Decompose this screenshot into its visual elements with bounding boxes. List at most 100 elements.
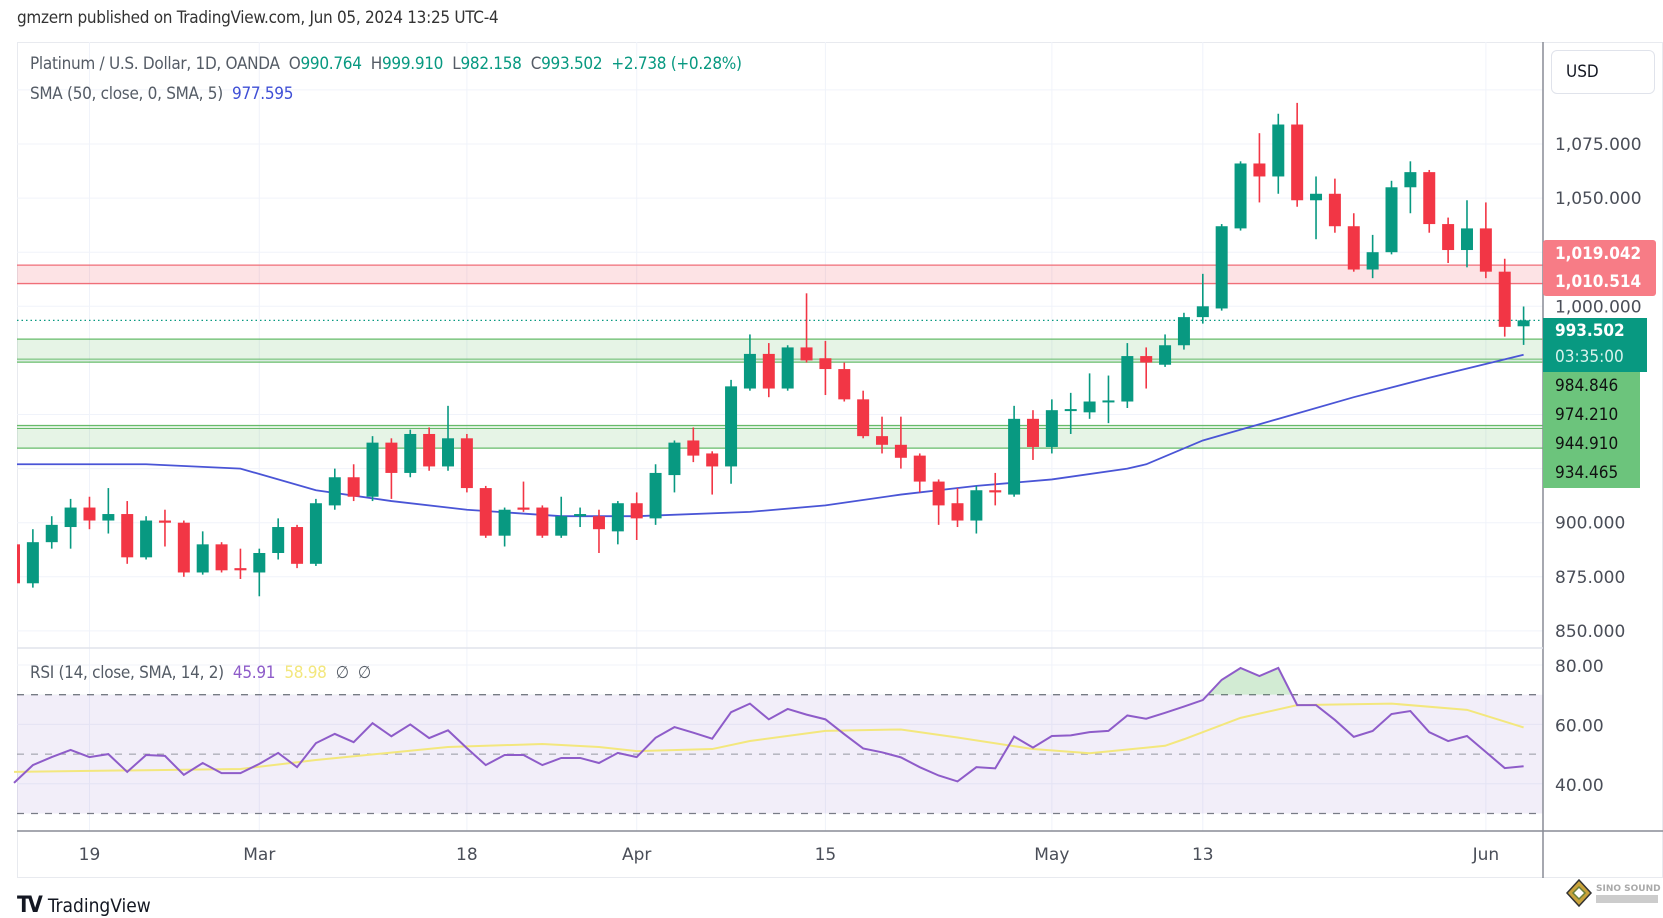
candle[interactable] (1216, 224, 1228, 311)
candle[interactable] (178, 521, 190, 577)
candle[interactable] (1272, 114, 1284, 194)
candle[interactable] (574, 508, 586, 527)
sma-value: 977.595 (232, 84, 293, 104)
candle[interactable] (952, 488, 964, 527)
candle-body (574, 514, 586, 516)
candle-body (1461, 228, 1473, 250)
candle-body (1027, 419, 1039, 447)
candle[interactable] (1348, 213, 1360, 271)
support2-top-label: 944.910 (1555, 430, 1640, 459)
candle-body (272, 527, 284, 553)
candle[interactable] (612, 501, 624, 544)
candle[interactable] (536, 505, 548, 537)
candle[interactable] (650, 464, 662, 525)
candle-body (914, 456, 926, 482)
candle[interactable] (140, 516, 152, 559)
candle-body (310, 503, 322, 564)
candle-body (668, 443, 680, 475)
candle[interactable] (253, 549, 265, 597)
candle[interactable] (367, 436, 379, 501)
candle[interactable] (555, 497, 567, 538)
candle[interactable] (291, 525, 303, 568)
candle-body (1216, 226, 1228, 308)
candle-body (612, 503, 624, 531)
candle[interactable] (631, 492, 643, 540)
candle-body (536, 508, 548, 536)
price-tick-label: 1,050.000 (1555, 189, 1642, 209)
candle[interactable] (480, 486, 492, 538)
candle[interactable] (197, 531, 209, 574)
candle[interactable] (933, 479, 945, 524)
candle-body (593, 516, 605, 529)
candle[interactable] (102, 488, 114, 533)
candle[interactable] (1461, 200, 1473, 267)
candle[interactable] (970, 486, 982, 534)
candle[interactable] (517, 482, 529, 512)
candle[interactable] (272, 518, 284, 559)
resistance-bottom-label: 1,010.514 (1555, 268, 1656, 296)
candle[interactable] (1423, 170, 1435, 233)
candle[interactable] (1178, 313, 1190, 350)
candle[interactable] (46, 516, 58, 548)
candle[interactable] (1329, 179, 1341, 233)
candle[interactable] (1084, 373, 1096, 418)
candle-body (499, 510, 511, 536)
candle[interactable] (668, 440, 680, 492)
candle[interactable] (385, 438, 397, 499)
candle[interactable] (801, 293, 813, 362)
candle[interactable] (838, 363, 850, 402)
candle[interactable] (121, 501, 133, 564)
candle-body (1159, 345, 1171, 364)
candle[interactable] (1404, 161, 1416, 213)
candle[interactable] (914, 453, 926, 492)
candle-body (1348, 226, 1360, 269)
candle[interactable] (423, 427, 435, 470)
candle[interactable] (348, 464, 360, 501)
candle[interactable] (1008, 406, 1020, 497)
resistance-zone[interactable] (17, 265, 1543, 283)
candle[interactable] (782, 345, 794, 390)
candle[interactable] (329, 469, 341, 510)
rsi-legend[interactable]: RSI (14, close, SMA, 14, 2) 45.91 58.98 … (30, 663, 371, 683)
candle[interactable] (159, 510, 171, 547)
symbol-legend[interactable]: Platinum / U.S. Dollar, 1D, OANDA O990.7… (30, 54, 742, 74)
candle[interactable] (27, 529, 39, 587)
candle[interactable] (989, 473, 1001, 505)
candle[interactable] (216, 542, 228, 572)
candle[interactable] (1235, 161, 1247, 230)
candle[interactable] (310, 499, 322, 566)
candle[interactable] (442, 406, 454, 471)
candle[interactable] (8, 538, 20, 586)
candle[interactable] (404, 430, 416, 478)
candle[interactable] (1027, 410, 1039, 460)
candle[interactable] (593, 510, 605, 553)
candle[interactable] (1291, 103, 1303, 207)
candle[interactable] (857, 391, 869, 439)
candle[interactable] (65, 499, 77, 549)
countdown-label: 03:35:00 (1555, 345, 1647, 372)
candle-body (1291, 125, 1303, 201)
candle-body (1065, 409, 1077, 411)
candle[interactable] (1386, 181, 1398, 255)
candle[interactable] (706, 451, 718, 494)
candle[interactable] (1442, 218, 1454, 263)
candle-body (1140, 356, 1152, 362)
sma-legend[interactable]: SMA (50, close, 0, SMA, 5) 977.595 (30, 84, 293, 104)
candle-body (329, 477, 341, 505)
tradingview-mark-icon: TV (17, 893, 40, 918)
candle[interactable] (499, 508, 511, 547)
candle[interactable] (1102, 376, 1114, 424)
tradingview-wordmark: TradingView (48, 895, 151, 917)
candle[interactable] (83, 497, 95, 529)
tradingview-logo[interactable]: TV TradingView (17, 893, 151, 918)
candle[interactable] (1310, 176, 1322, 239)
candle[interactable] (1046, 399, 1058, 453)
candle-body (234, 568, 246, 570)
currency-button[interactable]: USD (1551, 50, 1655, 94)
candle[interactable] (1480, 202, 1492, 278)
price-tick-label: 1,000.000 (1555, 297, 1642, 317)
candle[interactable] (234, 549, 246, 579)
candle[interactable] (461, 434, 473, 492)
candle-body (121, 514, 133, 557)
